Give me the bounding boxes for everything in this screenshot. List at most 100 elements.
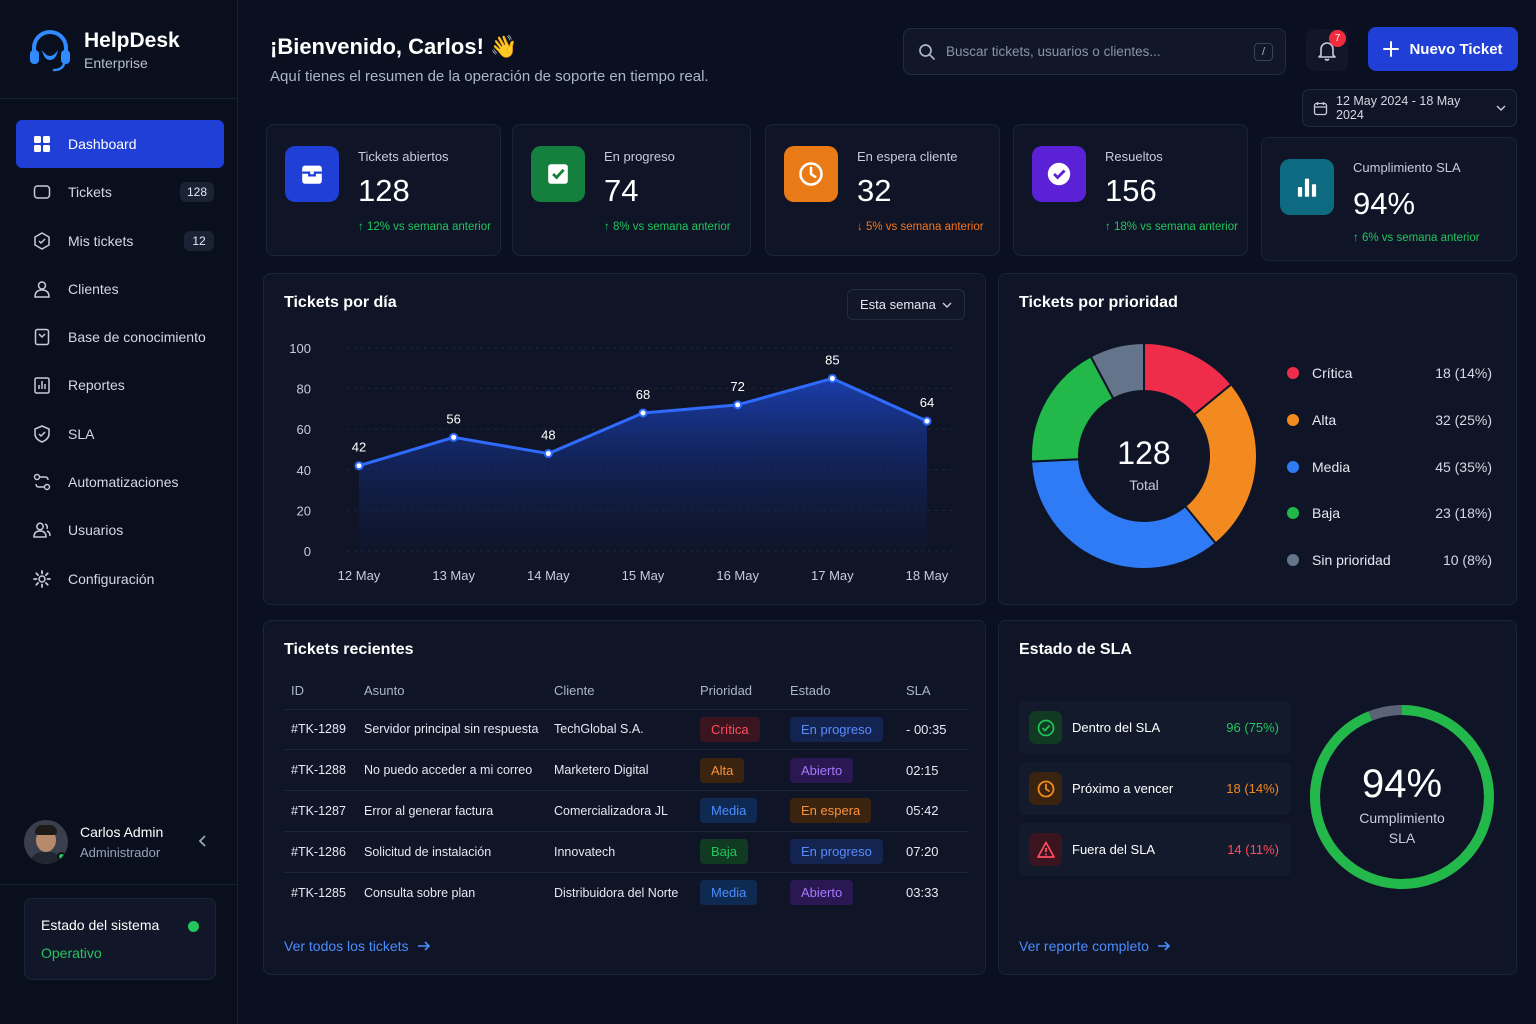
legend-item[interactable]: Baja 23 (18%) — [1287, 490, 1492, 537]
data-label: 48 — [541, 428, 555, 443]
clock-icon — [1029, 772, 1062, 805]
sla-status-item[interactable]: Dentro del SLA 96 (75%) — [1019, 701, 1291, 754]
kpi-card[interactable]: Resueltos 156 ↑ 18% vs semana anterior — [1013, 124, 1248, 256]
data-point[interactable] — [449, 432, 459, 442]
view-full-report-link[interactable]: Ver reporte completo — [1019, 938, 1171, 954]
data-point[interactable] — [827, 373, 837, 383]
column-header[interactable]: Estado — [790, 683, 831, 699]
sidebar-item-label: Usuarios — [68, 522, 124, 539]
kpi-icon — [784, 146, 838, 202]
sidebar-item-configuración[interactable]: Configuración — [16, 555, 224, 603]
recent-tickets-panel: Tickets recientes ID Asunto Cliente Priorid… — [263, 620, 986, 975]
date-range-picker[interactable]: 12 May 2024 - 18 May 2024 — [1302, 89, 1517, 127]
system-status-title: Estado del sistema — [41, 917, 160, 933]
column-header[interactable]: Prioridad — [700, 683, 753, 699]
ticket-subject: Consulta sobre plan — [364, 871, 554, 913]
search-shortcut: / — [1253, 42, 1273, 61]
view-all-tickets-link[interactable]: Ver todos los tickets — [284, 938, 431, 954]
sla-status-item[interactable]: Fuera del SLA 14 (11%) — [1019, 823, 1291, 876]
kpi-card[interactable]: En progreso 74 ↑ 8% vs semana anterior — [512, 124, 751, 256]
table-row[interactable]: #TK-1287 Error al generar factura Comerc… — [284, 790, 968, 832]
legend-value: 23 (18%) — [1435, 505, 1492, 522]
y-tick-label: 80 — [297, 382, 311, 397]
data-label: 64 — [920, 395, 934, 410]
pie-slice[interactable] — [1030, 458, 1218, 570]
warning-icon — [1029, 833, 1062, 866]
check-circle-outline-icon — [1037, 719, 1054, 736]
table-row[interactable]: #TK-1286 Solicitud de instalación Innova… — [284, 830, 968, 873]
kpi-value: 94% — [1353, 186, 1416, 221]
search-input[interactable] — [946, 44, 1254, 59]
column-header[interactable]: Cliente — [554, 683, 595, 699]
ticket-subject: No puedo acceder a mi correo — [364, 749, 554, 791]
column-header[interactable]: Asunto — [364, 683, 405, 699]
x-tick-label: 18 May — [906, 568, 949, 583]
search-bar[interactable]: / — [903, 28, 1286, 75]
x-tick-label: 13 May — [432, 568, 475, 583]
data-label: 42 — [352, 440, 366, 455]
sidebar-item-clientes[interactable]: Clientes — [16, 265, 224, 313]
sidebar-item-base-de-conocimiento[interactable]: Base de conocimiento — [16, 313, 224, 361]
sla-status-item[interactable]: Próximo a vencer 18 (14%) — [1019, 762, 1291, 815]
avatar — [24, 820, 68, 864]
column-header[interactable]: ID — [291, 683, 304, 699]
kpi-card[interactable]: Tickets abiertos 128 ↑ 12% vs semana ant… — [266, 124, 501, 256]
legend-label: Alta — [1312, 412, 1337, 429]
legend-dot-icon — [1287, 367, 1299, 380]
legend-label: Sin prioridad — [1312, 552, 1391, 569]
priority-cell: Media — [700, 871, 790, 913]
y-tick-label: 40 — [297, 463, 311, 478]
notifications-button[interactable]: 7 — [1306, 29, 1348, 71]
legend-item[interactable]: Alta 32 (25%) — [1287, 397, 1492, 444]
table-row[interactable]: #TK-1288 No puedo acceder a mi correo Ma… — [284, 749, 968, 791]
x-tick-label: 16 May — [716, 568, 759, 583]
new-ticket-button[interactable]: Nuevo Ticket — [1368, 27, 1518, 71]
sidebar-item-sla[interactable]: SLA — [16, 410, 224, 458]
y-tick-label: 0 — [304, 544, 311, 559]
sidebar-item-label: Mis tickets — [68, 232, 134, 249]
collapse-sidebar-icon[interactable] — [198, 834, 208, 851]
sidebar-item-dashboard[interactable]: Dashboard — [16, 120, 224, 168]
kpi-icon — [285, 146, 339, 202]
sla-status-panel: Estado de SLA Dentro del SLA 96 (75%) Pr… — [998, 620, 1517, 975]
user-card[interactable]: Carlos Admin Administrador — [24, 816, 214, 868]
kpi-card[interactable]: Cumplimiento SLA 94% ↑ 6% vs semana ante… — [1261, 137, 1517, 261]
legend-item[interactable]: Crítica 18 (14%) — [1287, 350, 1492, 397]
inbox-icon — [302, 165, 322, 184]
main-nav: Dashboard Tickets 128 Mis tickets 12 Clien… — [16, 120, 224, 603]
sidebar-item-usuarios[interactable]: Usuarios — [16, 506, 224, 554]
data-point[interactable] — [733, 400, 743, 410]
kpi-trend: ↓ 5% vs semana anterior — [857, 221, 984, 233]
brand[interactable]: HelpDesk Enterprise — [26, 26, 180, 74]
sidebar-item-automatizaciones[interactable]: Automatizaciones — [16, 458, 224, 506]
ticket-subject: Servidor principal sin respuesta — [364, 708, 554, 750]
data-point[interactable] — [354, 461, 364, 471]
table-row[interactable]: #TK-1289 Servidor principal sin respuest… — [284, 708, 968, 750]
shield-icon — [34, 424, 50, 443]
check-circle-icon — [1047, 162, 1071, 186]
pie-slice[interactable] — [1089, 341, 1145, 401]
period-select-value: Esta semana — [860, 297, 936, 312]
kpi-trend: ↑ 6% vs semana anterior — [1353, 232, 1480, 244]
priority-badge: Alta — [700, 757, 745, 783]
legend-item[interactable]: Media 45 (35%) — [1287, 443, 1492, 490]
table-row[interactable]: #TK-1285 Consulta sobre plan Distribuido… — [284, 871, 968, 913]
arrow-right-icon — [417, 941, 430, 951]
data-point[interactable] — [638, 408, 648, 418]
kpi-card[interactable]: En espera cliente 32 ↓ 5% vs semana ante… — [765, 124, 1000, 256]
sidebar-item-reportes[interactable]: Reportes — [16, 361, 224, 409]
system-status-value: Operativo — [41, 945, 102, 961]
legend-item[interactable]: Sin prioridad 10 (8%) — [1287, 537, 1492, 584]
column-header[interactable]: SLA — [906, 683, 931, 699]
pie-slice[interactable] — [1183, 382, 1258, 545]
period-select[interactable]: Esta semana — [847, 289, 965, 320]
check-square-icon — [548, 164, 568, 184]
donut-total-label: Total — [1129, 477, 1159, 493]
data-point[interactable] — [543, 449, 553, 459]
data-point[interactable] — [922, 416, 932, 426]
sla-item-value: 14 (11%) — [1227, 842, 1279, 857]
sidebar-item-tickets[interactable]: Tickets 128 — [16, 168, 224, 216]
ticket-icon — [32, 182, 52, 202]
grid-icon — [32, 134, 52, 154]
sidebar-item-mis-tickets[interactable]: Mis tickets 12 — [16, 217, 224, 265]
